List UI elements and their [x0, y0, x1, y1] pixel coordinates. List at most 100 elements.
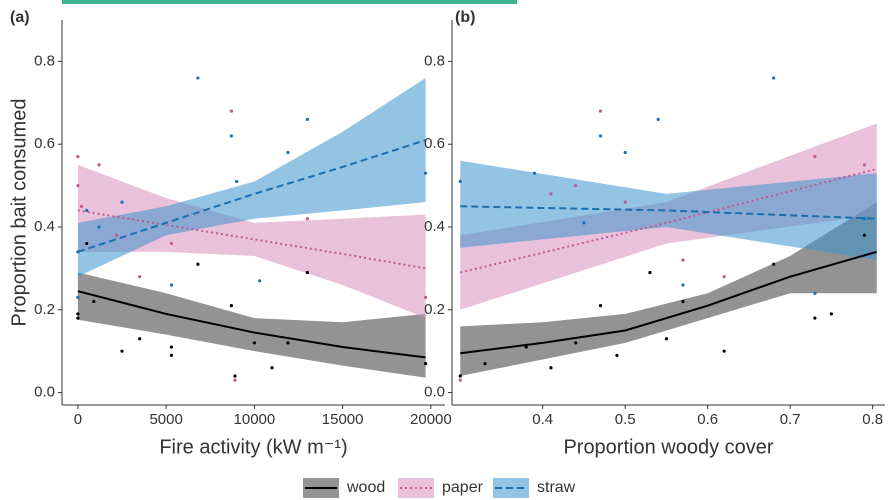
data-point: [270, 366, 274, 370]
data-point: [458, 179, 462, 184]
header-bar: [62, 0, 517, 4]
data-point: [423, 362, 428, 366]
data-point: [76, 316, 80, 320]
x-tick-label: 0.8: [862, 411, 883, 428]
data-point: [532, 171, 537, 175]
y-tick-label: 0.8: [34, 52, 55, 69]
data-point: [305, 270, 309, 275]
data-point: [229, 109, 234, 113]
data-point: [722, 275, 726, 279]
data-point: [233, 374, 237, 378]
fit-line: [460, 205, 877, 220]
data-point: [813, 316, 817, 320]
data-point: [574, 183, 578, 188]
data-point: [97, 225, 101, 229]
data-point: [772, 76, 776, 80]
fit-line: [77, 139, 426, 253]
data-point: [76, 312, 80, 316]
data-point: [598, 304, 603, 308]
data-point: [648, 270, 652, 275]
data-point: [681, 299, 685, 304]
data-point: [196, 262, 200, 266]
data-point: [85, 208, 89, 213]
data-point: [76, 295, 80, 299]
data-point: [664, 337, 669, 341]
data-point: [598, 134, 603, 138]
x-axis-label: Proportion woody cover: [563, 436, 773, 458]
legend-label: straw: [537, 479, 576, 496]
data-point: [252, 341, 256, 345]
x-tick-label: 20000: [410, 411, 452, 428]
data-point: [76, 155, 80, 159]
data-point: [722, 349, 726, 353]
data-point: [549, 192, 553, 196]
data-point: [423, 171, 428, 175]
confidence-band: [460, 202, 877, 377]
data-point: [286, 341, 290, 345]
data-point: [623, 150, 627, 155]
y-tick-label: 0.0: [424, 384, 445, 401]
data-point: [862, 163, 866, 167]
data-point: [458, 378, 462, 382]
data-point: [92, 299, 96, 304]
x-tick-label: 0.6: [697, 411, 718, 428]
y-tick-label: 0.4: [424, 218, 445, 235]
y-tick-label: 0.6: [34, 135, 55, 152]
data-point: [169, 353, 174, 357]
data-point: [423, 295, 428, 299]
data-point: [615, 353, 619, 357]
x-tick-label: 0: [74, 411, 82, 428]
data-point: [772, 262, 776, 266]
data-point: [169, 241, 174, 246]
data-point: [169, 283, 174, 287]
y-axis-label: Proportion bait consumed: [8, 99, 30, 327]
x-tick-label: 0.5: [615, 411, 636, 428]
x-tick-label: 0.4: [532, 411, 553, 428]
data-point: [97, 163, 101, 167]
data-point: [524, 345, 528, 349]
data-point: [85, 241, 89, 246]
x-axis-label: Fire activity (kW m⁻¹): [159, 436, 347, 458]
fit-line: [77, 209, 426, 270]
data-point: [598, 109, 603, 113]
data-point: [196, 76, 200, 80]
data-point: [681, 283, 685, 287]
panel-label: (b): [455, 9, 475, 26]
confidence-band: [460, 160, 877, 261]
data-point: [623, 200, 627, 204]
data-point: [681, 258, 685, 262]
confidence-band: [77, 164, 426, 319]
data-point: [813, 155, 817, 159]
y-tick-label: 0.2: [424, 301, 445, 318]
data-point: [76, 183, 80, 188]
y-tick-label: 0.6: [424, 135, 445, 152]
confidence-band: [77, 77, 426, 277]
data-point: [115, 233, 119, 237]
data-point: [829, 312, 833, 316]
data-point: [120, 349, 124, 353]
data-point: [305, 117, 309, 121]
data-point: [235, 179, 239, 184]
data-point: [305, 217, 309, 221]
y-tick-label: 0.2: [34, 301, 55, 318]
data-point: [120, 200, 124, 204]
data-point: [574, 341, 578, 345]
data-point: [169, 345, 174, 349]
data-point: [138, 275, 142, 279]
legend-label: paper: [442, 479, 484, 496]
data-point: [458, 374, 462, 378]
x-tick-label: 10000: [234, 411, 276, 428]
data-point: [549, 366, 553, 370]
data-point: [79, 204, 84, 208]
data-point: [229, 304, 234, 308]
data-point: [483, 362, 487, 366]
data-point: [286, 150, 290, 155]
confidence-band: [77, 272, 426, 378]
fit-line: [460, 250, 878, 355]
x-tick-label: 0.7: [780, 411, 801, 428]
y-tick-label: 0.8: [424, 52, 445, 69]
data-point: [582, 221, 586, 225]
x-tick-label: 15000: [322, 411, 364, 428]
data-point: [258, 279, 262, 283]
